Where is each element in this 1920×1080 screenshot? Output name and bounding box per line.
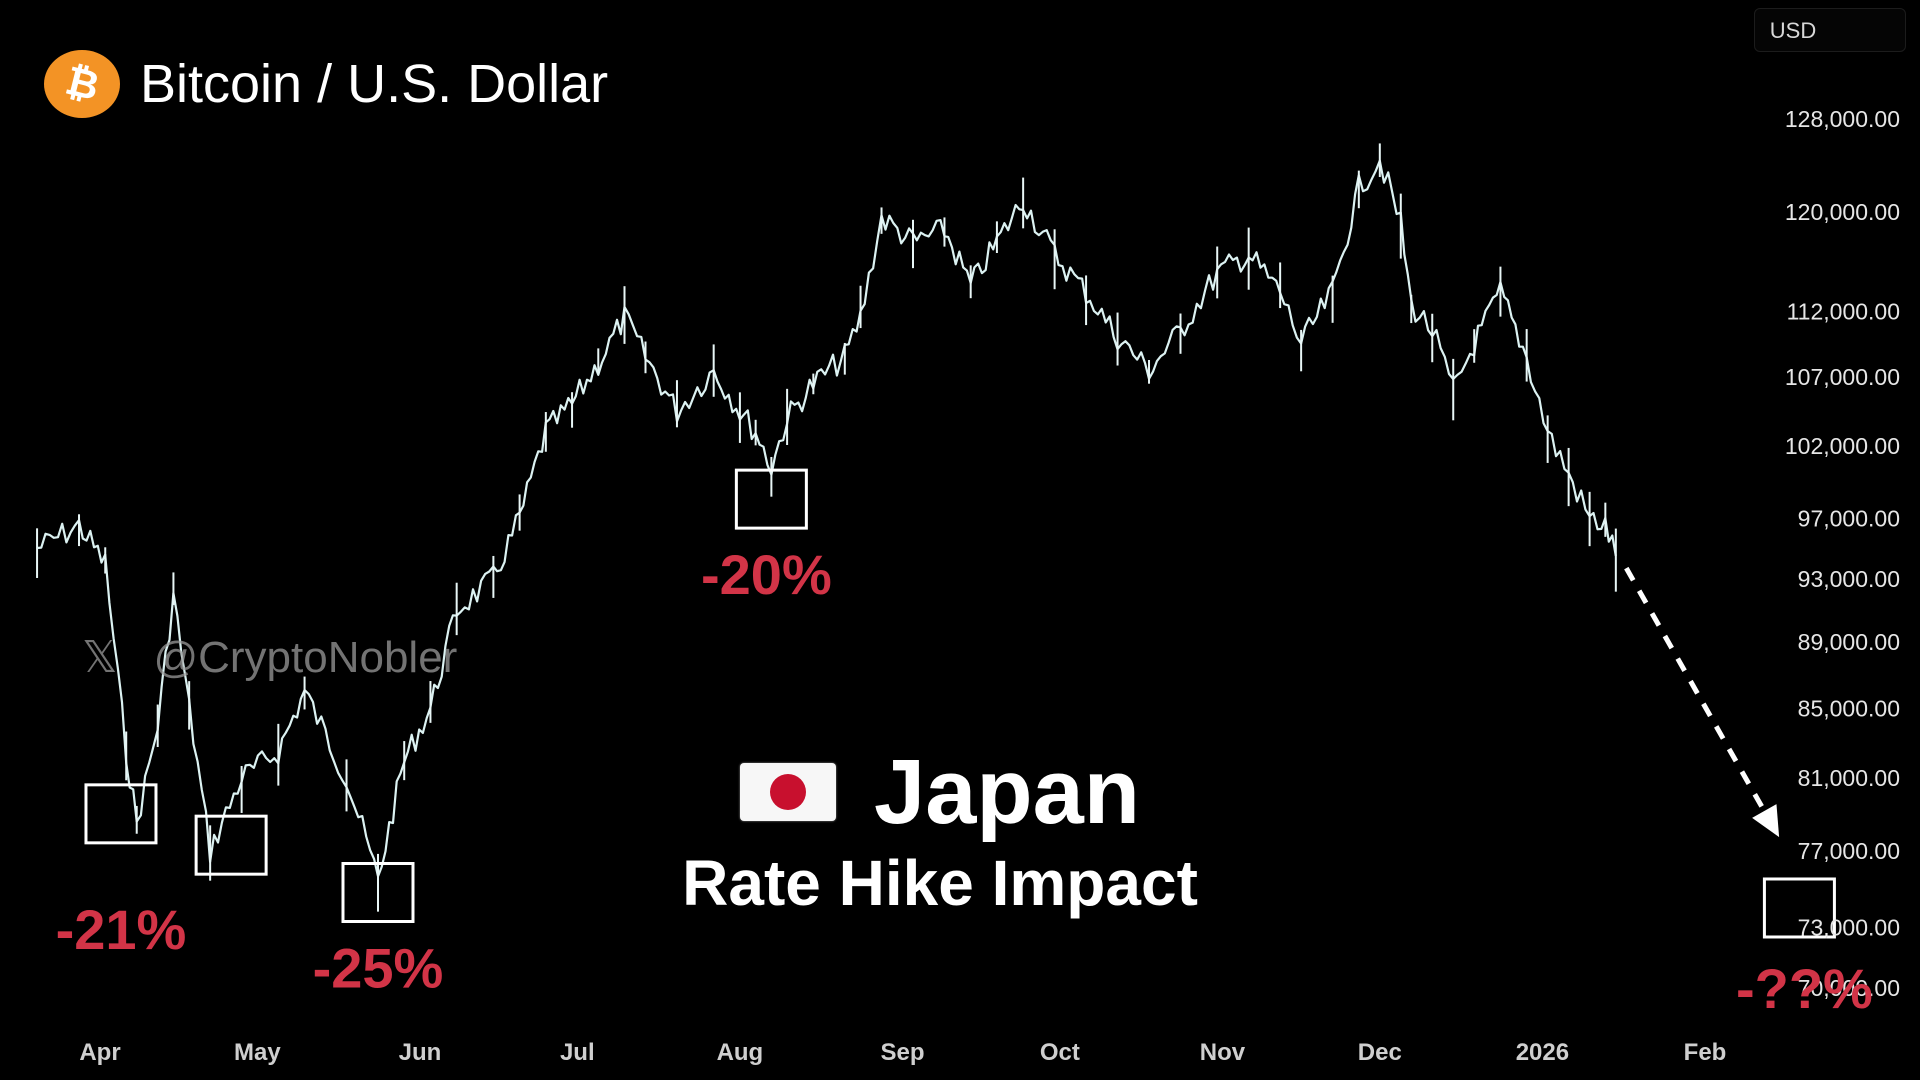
time-axis-label: Aug (717, 1039, 764, 1066)
dip-box (341, 862, 415, 924)
headline-title: Japan (874, 740, 1140, 843)
annotation-label: -??% (1736, 957, 1873, 1020)
price-axis-label: 73,000.00 (1798, 915, 1900, 941)
bitcoin-icon: ₿ (44, 50, 120, 118)
annotation-label: -20% (701, 543, 832, 606)
time-axis-label: Feb (1684, 1039, 1727, 1066)
dip-markers (84, 468, 1836, 939)
time-axis-label: Dec (1358, 1039, 1402, 1066)
currency-label: USD (1769, 18, 1817, 43)
currency-selector[interactable]: USD (1754, 8, 1906, 52)
watermark-handle: @CryptoNobler (153, 632, 458, 682)
price-axis-label: 93,000.00 (1798, 566, 1900, 592)
projection-arrow (1624, 566, 1780, 838)
headline-subtitle: Rate Hike Impact (682, 847, 1198, 919)
annotation-label: -25% (313, 937, 444, 1000)
dip-box (194, 814, 268, 876)
time-axis-label: Sep (880, 1039, 924, 1066)
time-axis-label: Jun (399, 1039, 442, 1066)
time-axis-label: Oct (1040, 1039, 1080, 1066)
price-axis-label: 120,000.00 (1785, 199, 1900, 225)
projection-arrow-head (1752, 804, 1780, 838)
dip-box (1762, 877, 1836, 939)
price-axis-label: 107,000.00 (1785, 364, 1900, 390)
price-axis-label: 128,000.00 (1785, 106, 1900, 132)
price-axis-label: 85,000.00 (1798, 695, 1900, 721)
price-axis-label: 97,000.00 (1798, 505, 1900, 531)
watermark: 𝕏 @CryptoNobler (82, 632, 457, 683)
projection-arrow-line (1624, 566, 1776, 828)
symbol-title: Bitcoin / U.S. Dollar (140, 54, 609, 114)
japan-flag-icon (740, 763, 837, 821)
price-axis-label: 102,000.00 (1785, 433, 1900, 459)
time-axis-label: 2026 (1516, 1039, 1569, 1066)
time-axis-label: Nov (1200, 1039, 1246, 1066)
price-axis-label: 112,000.00 (1787, 298, 1900, 324)
time-axis-label: Apr (79, 1039, 120, 1066)
x-icon: 𝕏 (82, 632, 118, 683)
headline: Japan Rate Hike Impact (600, 740, 1280, 920)
dip-box (734, 468, 808, 530)
time-axis-label: Jul (560, 1039, 595, 1066)
price-line-series (36, 143, 1617, 912)
headline-title-row: Japan (600, 740, 1280, 844)
annotation-label: -21% (56, 898, 187, 961)
price-axis-label: 89,000.00 (1798, 629, 1900, 655)
price-axis-label: 70,000.00 (1798, 975, 1900, 1001)
symbol-header: ₿ Bitcoin / U.S. Dollar (44, 50, 608, 118)
annotation-labels: -21% -25% -20% -??% (56, 543, 1873, 1020)
price-axis-label: 77,000.00 (1798, 838, 1900, 864)
price-axis-label: 81,000.00 (1798, 765, 1900, 791)
dip-box (84, 783, 158, 845)
price-axis[interactable]: 128,000.00 120,000.00 112,000.00 107,000.00… (1785, 106, 1900, 1001)
time-axis[interactable]: Apr May Jun Jul Aug Sep Oct Nov Dec 2026 Feb (79, 1039, 1726, 1066)
time-axis-label: May (234, 1039, 281, 1066)
